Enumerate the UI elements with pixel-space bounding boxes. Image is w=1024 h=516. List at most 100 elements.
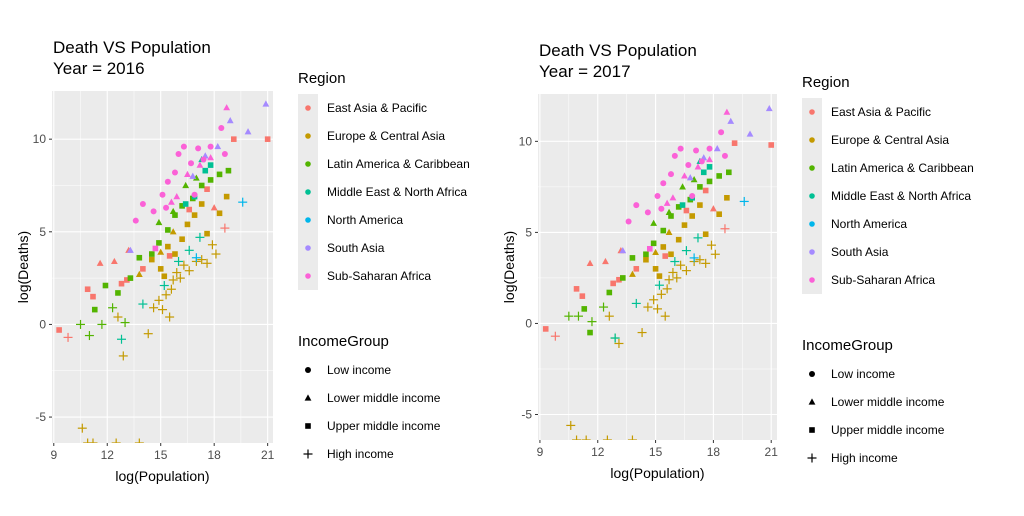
data-point [161, 273, 168, 280]
data-point [172, 251, 178, 257]
data-point [159, 281, 169, 291]
legend-key-lower-middle-income [808, 398, 816, 405]
legend-label-region: South Asia [327, 241, 385, 255]
data-point [702, 231, 709, 238]
data-point [671, 152, 678, 159]
legend-region-title: Region [298, 70, 346, 87]
legend-label-income: Lower middle income [831, 395, 945, 409]
legend-key-north-america [809, 221, 815, 227]
legend-key-north-america [305, 217, 311, 223]
data-point [542, 326, 549, 332]
chart-title: Death VS Population [53, 38, 211, 57]
legend-key-latin-america-caribbean [809, 165, 815, 171]
data-point [171, 169, 178, 176]
data-point [214, 142, 222, 150]
data-point [84, 331, 94, 341]
chart-title: Death VS Population [539, 41, 697, 60]
data-point [658, 205, 665, 212]
data-point [168, 198, 175, 205]
data-point [207, 154, 215, 161]
data-point [718, 129, 725, 136]
data-point [211, 249, 221, 259]
data-point [669, 194, 677, 201]
data-point [672, 273, 682, 283]
legend-key-latin-america-caribbean [305, 161, 311, 167]
data-point [169, 228, 177, 235]
legend-key-middle-east-north-africa [809, 193, 815, 199]
data-point [650, 219, 658, 226]
legend-key-south-asia [305, 245, 311, 251]
data-point [143, 329, 153, 339]
x-tick-label: 15 [649, 445, 663, 459]
data-point [643, 256, 649, 263]
data-point [709, 205, 717, 212]
data-point [184, 221, 191, 228]
data-point [218, 125, 225, 132]
data-point [637, 328, 647, 338]
data-point [579, 293, 586, 299]
legend-label-region: East Asia & Pacific [831, 105, 931, 119]
data-point [706, 145, 713, 152]
data-point [157, 248, 165, 255]
data-point [627, 435, 637, 440]
data-point [202, 258, 212, 268]
data-point [739, 196, 749, 206]
data-point [675, 204, 682, 210]
legend-key-east-asia-pacific [809, 109, 815, 115]
data-point [660, 244, 667, 250]
data-point [195, 232, 205, 242]
data-point [111, 438, 121, 443]
x-tick-label: 18 [707, 445, 721, 459]
data-point [664, 275, 674, 285]
data-point [207, 143, 214, 150]
data-point [665, 228, 673, 235]
legend-key-middle-east-north-africa [305, 189, 311, 195]
legend-label-region: Latin America & Caribbean [831, 161, 974, 175]
legend-key-high-income [303, 449, 313, 459]
data-point [765, 104, 773, 112]
data-point [573, 286, 580, 292]
data-point [706, 155, 713, 163]
data-point [172, 268, 182, 278]
data-point [629, 255, 636, 261]
data-point [689, 213, 695, 219]
data-point [152, 245, 159, 252]
data-point [96, 259, 104, 266]
legend-key-europe-central-asia [809, 137, 815, 143]
data-point [706, 178, 713, 185]
data-point [223, 193, 230, 200]
data-point [610, 333, 620, 343]
data-point [698, 158, 705, 165]
data-point [164, 178, 171, 185]
data-point [581, 435, 591, 440]
data-point [210, 204, 218, 211]
data-point [156, 240, 162, 246]
data-point [161, 290, 171, 300]
chart-2017: Death VS Population Year = 2017 9 12 15 18 21 -… [486, 0, 986, 516]
data-point [113, 312, 123, 322]
data-point [139, 201, 146, 208]
data-point [150, 208, 157, 215]
data-point [191, 253, 201, 263]
data-point [124, 277, 130, 283]
data-point [660, 227, 667, 234]
data-point [165, 243, 171, 250]
data-point [173, 193, 181, 200]
chart-2016: Death VS Population Year = 2016 9 12 15 18 21 -… [0, 0, 500, 516]
data-point [97, 319, 107, 329]
data-point [573, 311, 583, 321]
data-point [216, 171, 223, 178]
data-point [665, 208, 673, 215]
data-point [244, 128, 252, 135]
data-point [713, 145, 721, 152]
data-point [204, 230, 210, 237]
data-point [175, 273, 185, 283]
data-point [604, 311, 614, 321]
legend-key-upper-middle-income [305, 423, 311, 429]
data-point [646, 245, 653, 252]
data-point [165, 312, 175, 322]
data-point [681, 172, 688, 179]
data-point [660, 180, 667, 187]
data-point [230, 136, 237, 142]
data-point [195, 145, 202, 152]
